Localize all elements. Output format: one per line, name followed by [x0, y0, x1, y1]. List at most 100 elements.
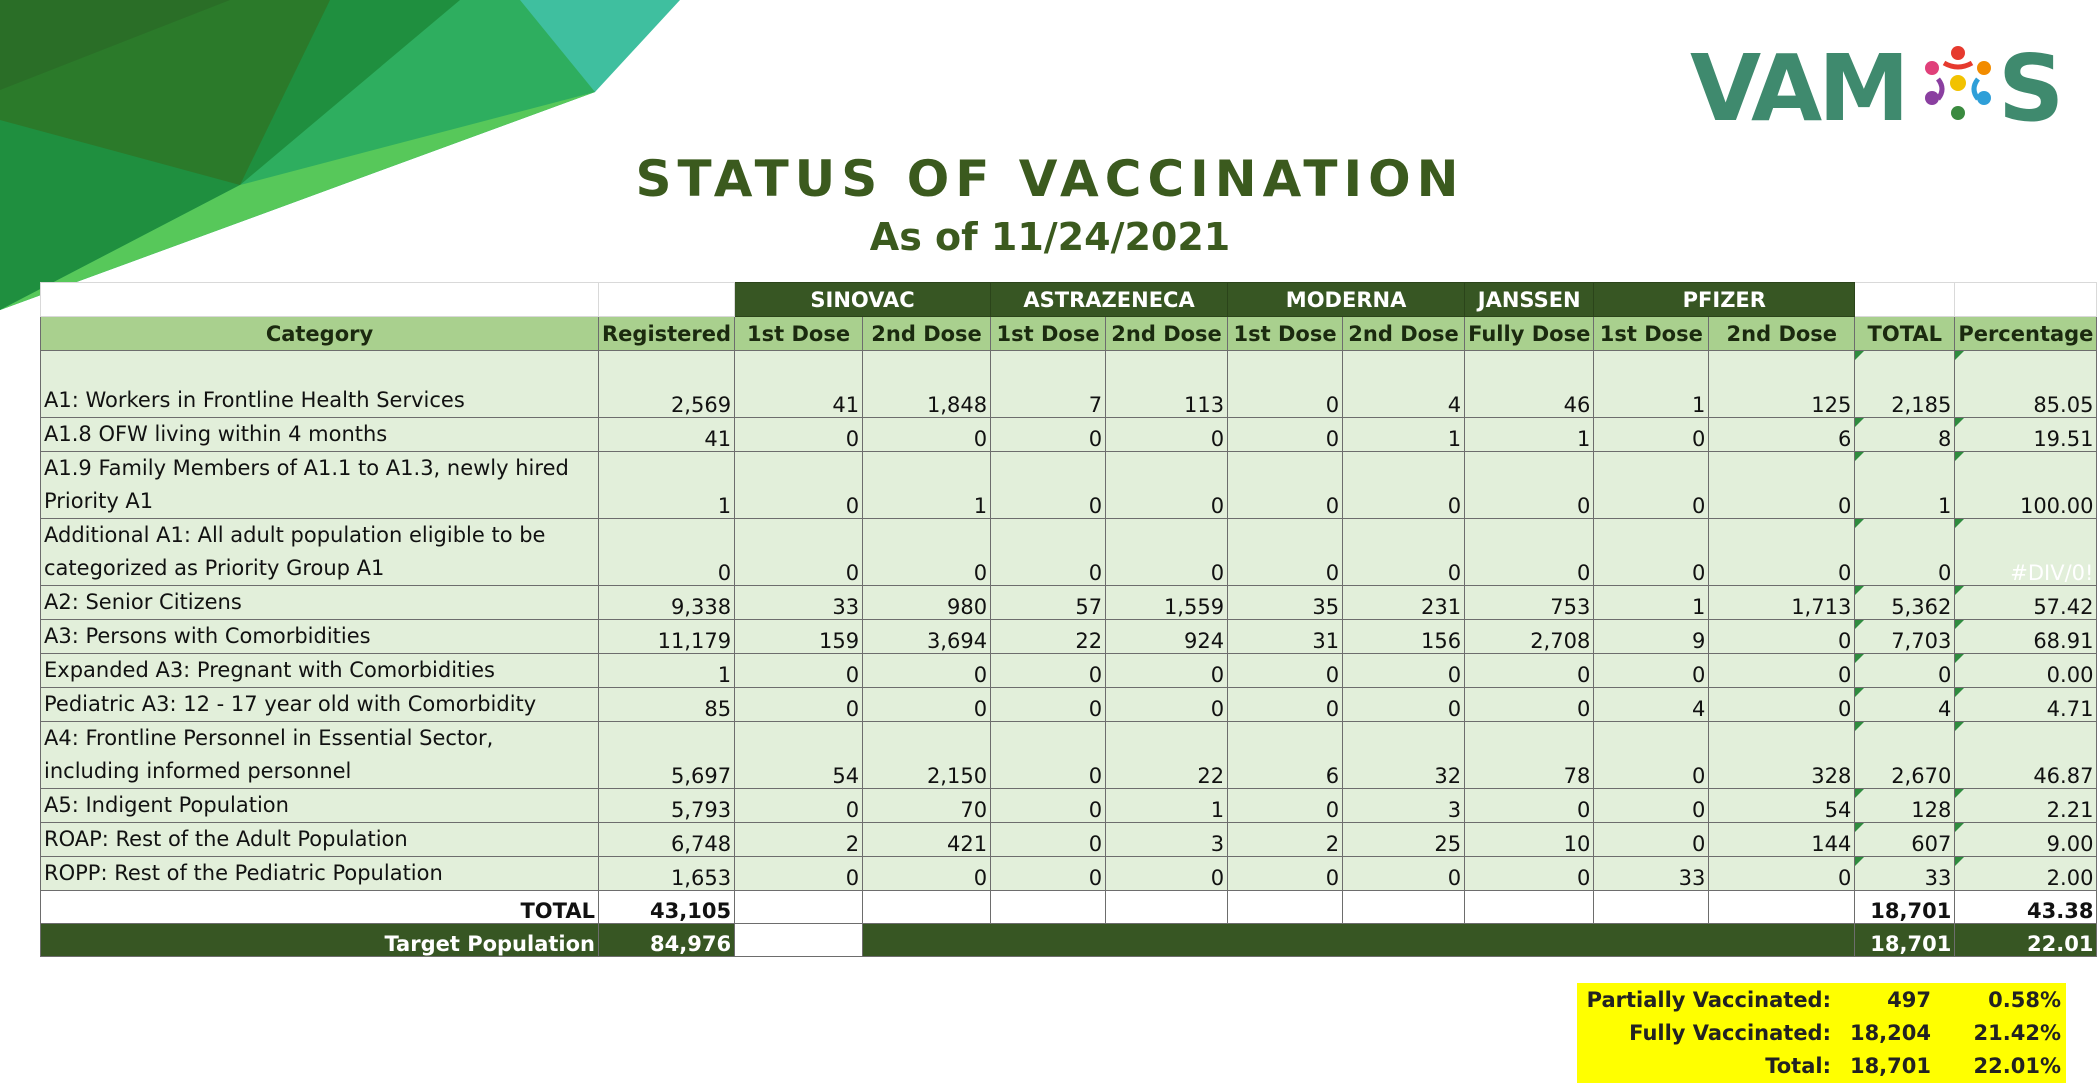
cell-pfizer-2: 6 — [1708, 417, 1856, 452]
cell-total: 128 — [1854, 788, 1956, 823]
cell-sinovac-1: 0 — [734, 856, 864, 891]
cell-registered: 1 — [597, 653, 736, 688]
cell-moderna-1: 6 — [1227, 721, 1344, 789]
summary-row: Fully Vaccinated: 18,204 21.42% — [1577, 1016, 2066, 1050]
cell-moderna-1: 0 — [1227, 653, 1344, 688]
cell-percentage: 0.00 — [1954, 653, 2098, 688]
cell-category: A3: Persons with Comorbidities — [40, 619, 599, 654]
summary-label: Fully Vaccinated: — [1577, 1016, 1836, 1050]
column-header: 2nd Dose — [1708, 316, 1856, 351]
cell-registered: 1,653 — [597, 856, 736, 891]
vamos-logo: VAM S — [1690, 38, 2064, 128]
table-row: A3: Persons with Comorbidities 11,179 159 3… — [40, 619, 2098, 654]
total-registered: 43,105 — [597, 890, 736, 924]
cell-astra-2: 0 — [1105, 856, 1229, 891]
cell-astra-1: 0 — [990, 518, 1107, 586]
total-total: 18,701 — [1854, 890, 1956, 924]
summary-percent: 22.01% — [1935, 1049, 2066, 1083]
cell-sinovac-2: 2,150 — [862, 721, 992, 789]
cell-moderna-2: 231 — [1342, 585, 1466, 620]
cell-moderna-2: 0 — [1342, 856, 1466, 891]
cell-moderna-2: 4 — [1342, 350, 1466, 418]
cell-category: A1.8 OFW living within 4 months — [40, 417, 599, 452]
table-row: A5: Indigent Population 5,793 0 70 0 1 0 3 0 0 54 1… — [40, 788, 2098, 823]
cell-category: Pediatric A3: 12 - 17 year old with Como… — [40, 687, 599, 722]
cell-moderna-2: 0 — [1342, 518, 1466, 586]
cell-percentage: 19.51 — [1954, 417, 2098, 452]
table-row: A1: Workers in Frontline Health Services… — [40, 350, 2098, 418]
cell-astra-2: 0 — [1105, 653, 1229, 688]
cell-category: A2: Senior Citizens — [40, 585, 599, 620]
cell-total: 2,670 — [1854, 721, 1956, 789]
cell-sinovac-2: 70 — [862, 788, 992, 823]
cell-astra-2: 3 — [1105, 822, 1229, 857]
logo-text-left: VAM — [1690, 38, 1906, 128]
cell-astra-1: 0 — [990, 653, 1107, 688]
cell-astra-2: 924 — [1105, 619, 1229, 654]
cell-percentage: #DIV/0! — [1954, 518, 2098, 586]
cell-sinovac-1: 0 — [734, 788, 864, 823]
summary-percent: 0.58% — [1935, 983, 2066, 1017]
cell-pfizer-2: 0 — [1708, 619, 1856, 654]
cell-pfizer-2: 144 — [1708, 822, 1856, 857]
cell-total: 2,185 — [1854, 350, 1956, 418]
cell-sinovac-2: 1,848 — [862, 350, 992, 418]
cell-category: A4: Frontline Personnel in Essential Sec… — [40, 721, 599, 789]
cell-astra-2: 0 — [1105, 518, 1229, 586]
cell-sinovac-1: 0 — [734, 451, 864, 519]
column-header: Percentage — [1954, 316, 2098, 351]
cell-pfizer-1: 0 — [1593, 417, 1710, 452]
cell-moderna-1: 0 — [1227, 451, 1344, 519]
cell-percentage: 2.21 — [1954, 788, 2098, 823]
cell-sinovac-1: 159 — [734, 619, 864, 654]
cell-janssen: 2,708 — [1464, 619, 1595, 654]
target-percentage: 22.01 — [1954, 923, 2098, 957]
cell-percentage: 100.00 — [1954, 451, 2098, 519]
brand-janssen: JANSSEN — [1464, 282, 1595, 317]
cell-sinovac-2: 0 — [862, 856, 992, 891]
cell-janssen: 78 — [1464, 721, 1595, 789]
cell-moderna-1: 0 — [1227, 350, 1344, 418]
total-row: TOTAL 43,105 18,701 43.38 — [40, 890, 2098, 924]
cell-astra-1: 0 — [990, 417, 1107, 452]
table-row: A4: Frontline Personnel in Essential Sec… — [40, 721, 2098, 789]
cell-astra-2: 0 — [1105, 451, 1229, 519]
cell-registered: 1 — [597, 451, 736, 519]
cell-astra-2: 0 — [1105, 687, 1229, 722]
cell-total: 7,703 — [1854, 619, 1956, 654]
total-label: TOTAL — [40, 890, 599, 924]
table-row: A1.9 Family Members of A1.1 to A1.3, new… — [40, 451, 2098, 519]
cell-moderna-1: 0 — [1227, 856, 1344, 891]
target-total: 18,701 — [1854, 923, 1956, 957]
cell-janssen: 0 — [1464, 451, 1595, 519]
cell-pfizer-2: 0 — [1708, 653, 1856, 688]
cell-category: ROPP: Rest of the Pediatric Population — [40, 856, 599, 891]
cell-sinovac-1: 0 — [734, 653, 864, 688]
summary-label: Total: — [1577, 1049, 1836, 1083]
cell-astra-2: 22 — [1105, 721, 1229, 789]
brand-sinovac: SINOVAC — [734, 282, 992, 317]
cell-pfizer-1: 0 — [1593, 518, 1710, 586]
cell-total: 0 — [1854, 518, 1956, 586]
cell-moderna-2: 0 — [1342, 653, 1466, 688]
cell-moderna-1: 0 — [1227, 687, 1344, 722]
column-header: TOTAL — [1854, 316, 1956, 351]
cell-astra-1: 57 — [990, 585, 1107, 620]
cell-pfizer-1: 1 — [1593, 350, 1710, 418]
vaccination-table: SINOVAC ASTRAZENECA MODERNA JANSSEN PFIZ… — [40, 282, 2098, 957]
cell-category: Additional A1: All adult population elig… — [40, 518, 599, 586]
cell-registered: 5,793 — [597, 788, 736, 823]
cell-moderna-2: 156 — [1342, 619, 1466, 654]
cell-sinovac-2: 0 — [862, 518, 992, 586]
cell-category: A1.9 Family Members of A1.1 to A1.3, new… — [40, 451, 599, 519]
table-row: Additional A1: All adult population elig… — [40, 518, 2098, 586]
cell-registered: 0 — [597, 518, 736, 586]
cell-percentage: 4.71 — [1954, 687, 2098, 722]
column-header: Category — [40, 316, 599, 351]
cell-total: 5,362 — [1854, 585, 1956, 620]
cell-pfizer-2: 328 — [1708, 721, 1856, 789]
cell-percentage: 2.00 — [1954, 856, 2098, 891]
cell-category: Expanded A3: Pregnant with Comorbidities — [40, 653, 599, 688]
cell-astra-2: 1,559 — [1105, 585, 1229, 620]
target-label: Target Population — [40, 923, 599, 957]
